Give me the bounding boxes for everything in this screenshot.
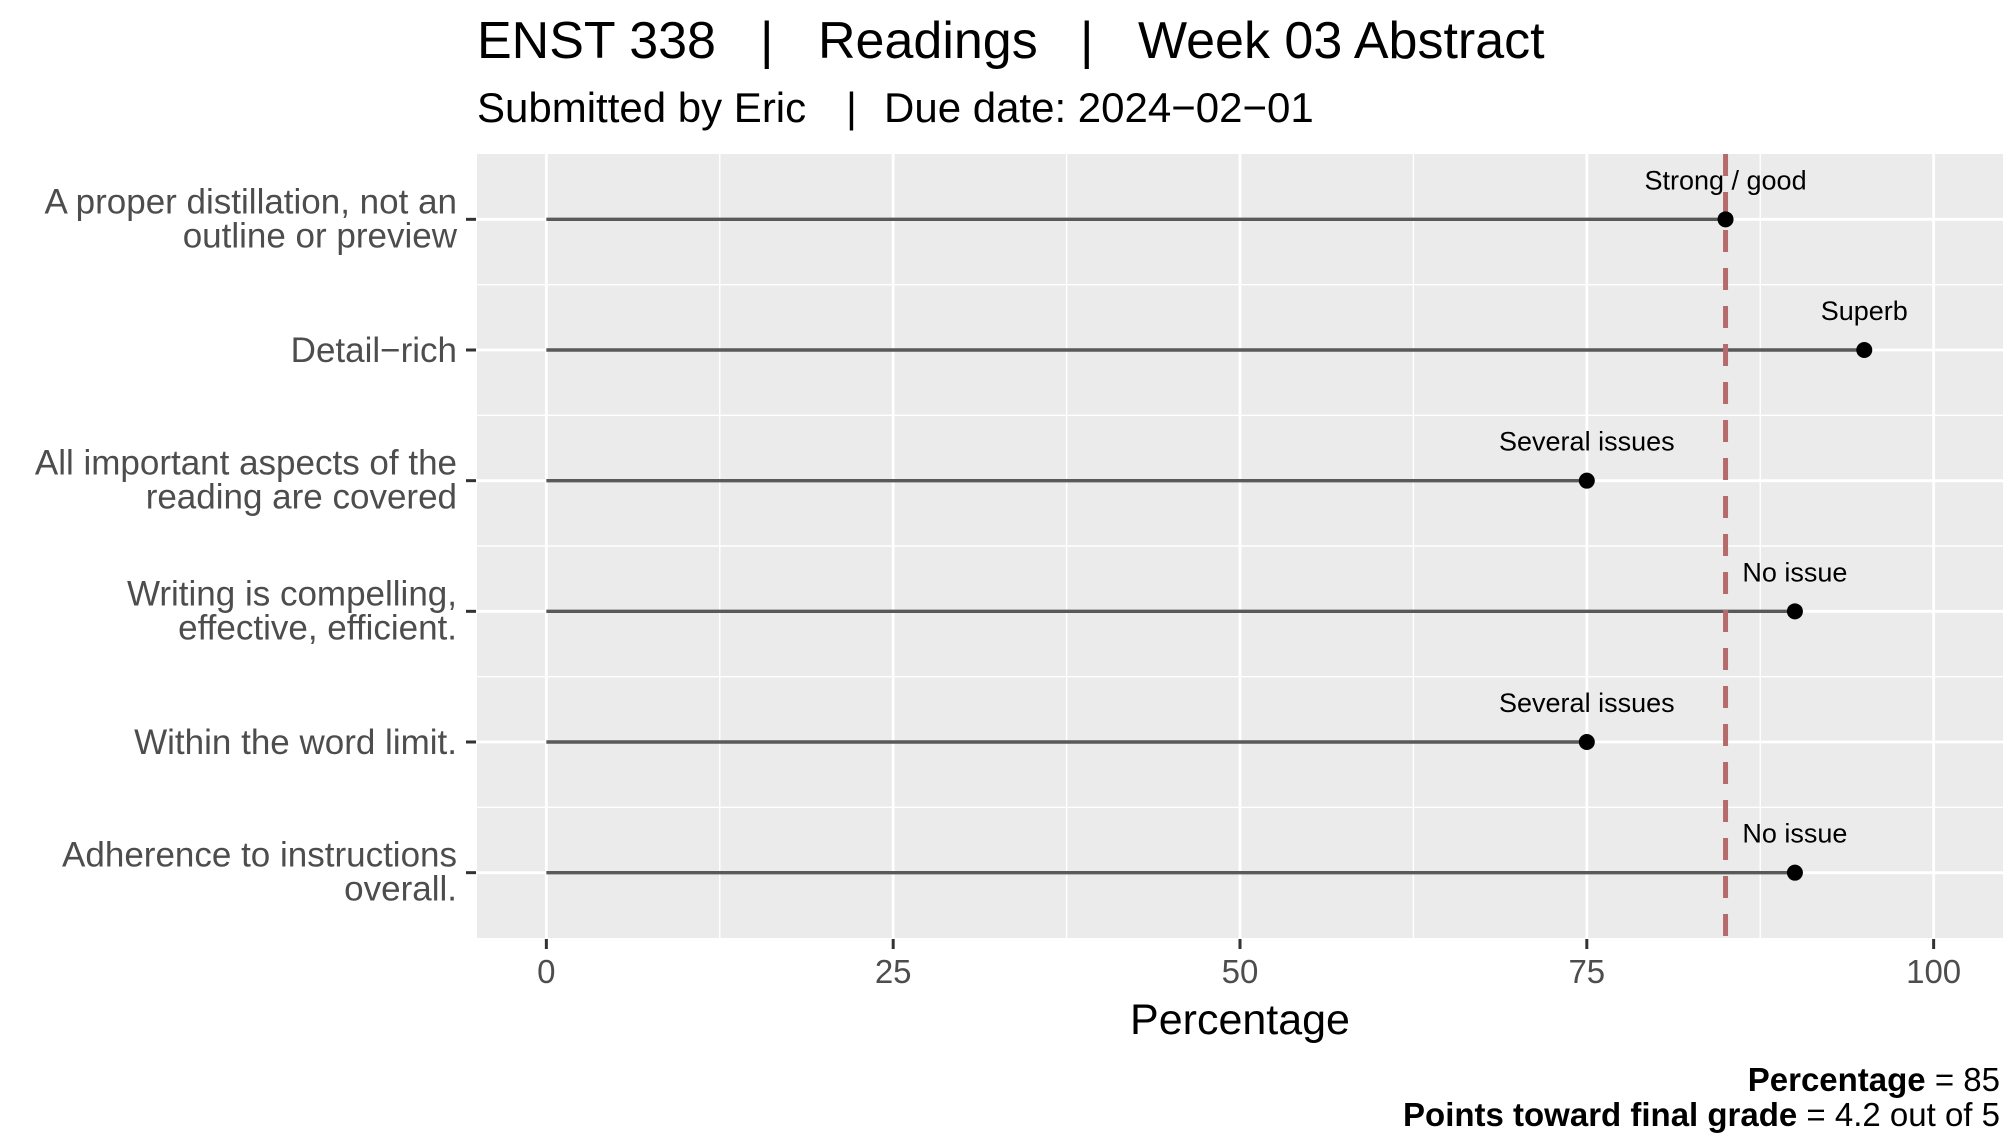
point-annotation: Several issues xyxy=(1499,688,1675,718)
point-annotation: No issue xyxy=(1742,819,1847,849)
subtitle-submitted: Submitted by Eric xyxy=(477,84,806,131)
x-axis-tick-label: 100 xyxy=(1906,953,1961,990)
lollipop-point xyxy=(1856,342,1873,358)
title-section: Readings xyxy=(818,12,1038,70)
lollipop-point xyxy=(1578,734,1595,750)
lollipop-point xyxy=(1786,864,1803,881)
subtitle-due-date: Due date: 2024−02−01 xyxy=(884,84,1314,131)
caption-percentage: Percentage = 85 xyxy=(1748,1061,2000,1098)
point-annotations: Strong / good Superb Several issues No issu… xyxy=(1499,165,1908,848)
chart-title: ENST 338 | Readings | Week 03 Abstract xyxy=(477,12,1545,70)
y-axis-label: reading are covered xyxy=(146,478,457,517)
title-assignment: Week 03 Abstract xyxy=(1138,12,1545,70)
y-axis-label: outline or preview xyxy=(183,216,458,255)
x-axis-tick-label: 25 xyxy=(875,953,912,990)
title-separator-2: | xyxy=(1080,12,1094,70)
point-annotation: Superb xyxy=(1821,296,1908,326)
title-course: ENST 338 xyxy=(477,12,716,70)
lollipop-segments xyxy=(546,217,1865,875)
x-axis-ticks: 0 25 50 75 100 xyxy=(537,939,1961,990)
x-axis-tick-label: 50 xyxy=(1222,953,1259,990)
lollipop-points xyxy=(1578,211,1873,881)
title-separator-1: | xyxy=(760,12,774,70)
y-axis-label: effective, efficient. xyxy=(178,608,457,647)
lollipop-point xyxy=(1717,211,1734,228)
y-axis-label: Within the word limit. xyxy=(134,723,457,762)
caption-percentage-label: Percentage xyxy=(1748,1061,1926,1098)
x-axis-tick-label: 75 xyxy=(1568,953,1605,990)
point-annotation: Several issues xyxy=(1499,427,1675,457)
caption-percentage-value: = 85 xyxy=(1926,1061,2000,1098)
lollipop-point xyxy=(1786,603,1803,620)
subtitle-separator: | xyxy=(846,84,857,131)
caption-points-value: = 4.2 out of 5 xyxy=(1797,1096,2000,1133)
chart-subtitle: Submitted by Eric | Due date: 2024−02−01 xyxy=(477,84,1314,131)
caption-points: Points toward final grade = 4.2 out of 5 xyxy=(1403,1096,2000,1133)
y-axis-label: Detail−rich xyxy=(291,331,457,370)
lollipop-point xyxy=(1578,472,1595,489)
caption-points-label: Points toward final grade xyxy=(1403,1096,1797,1133)
grade-caption: Percentage = 85 Points toward final grad… xyxy=(1403,1061,2000,1133)
y-axis-label: A proper distillation, not an xyxy=(45,182,457,221)
point-annotation: Strong / good xyxy=(1644,165,1806,195)
y-axis-label: overall. xyxy=(344,870,457,909)
x-axis-title: Percentage xyxy=(1130,996,1350,1044)
y-axis-label: Writing is compelling, xyxy=(127,574,457,613)
x-axis-tick-label: 0 xyxy=(537,953,555,990)
point-annotation: No issue xyxy=(1742,557,1847,587)
y-axis-label: All important aspects of the xyxy=(35,444,457,483)
y-axis-label: Adherence to instructions xyxy=(62,836,457,875)
